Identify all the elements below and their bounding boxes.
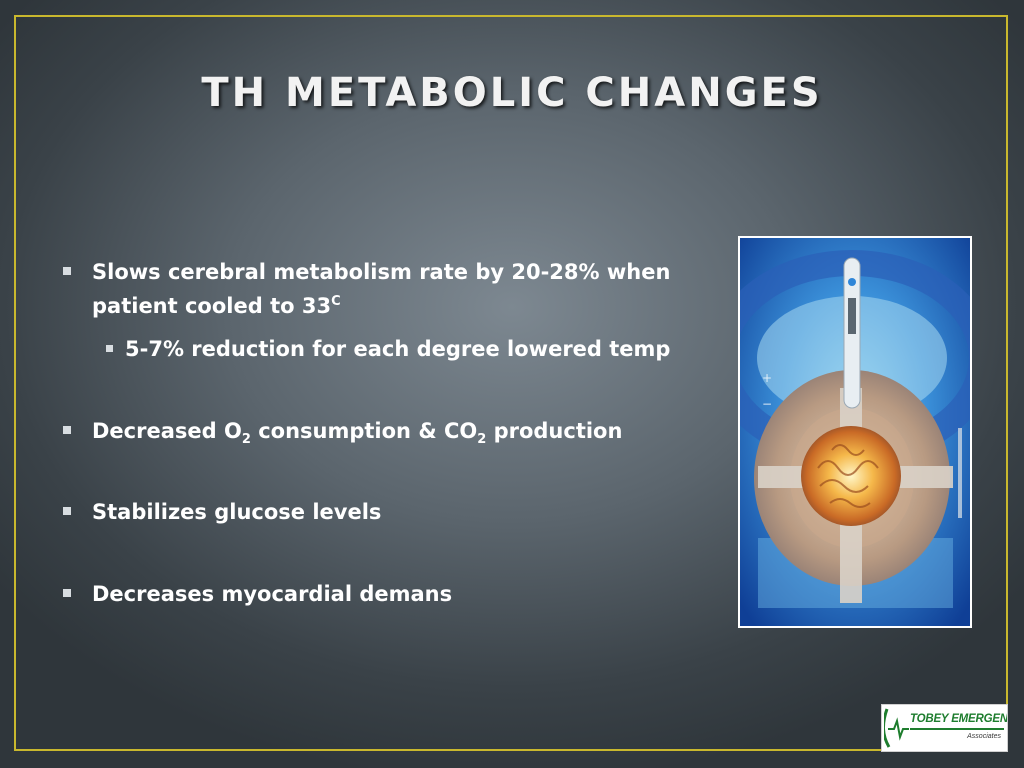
logo-subtitle: Associates: [967, 733, 1001, 740]
bullet-text: 5-7% reduction for each degree lowered t…: [125, 337, 671, 361]
slide-title: TH METABOLIC CHANGES: [201, 70, 823, 116]
bullet-item: Decreases myocardial demans: [60, 577, 700, 611]
square-bullet-icon: [63, 507, 71, 515]
tobey-emergency-logo: TOBEY EMERGENCY Associates: [881, 704, 1008, 752]
brain-thermometer-illustration-icon: + −: [738, 236, 972, 628]
logo-name: TOBEY EMERGENCY: [910, 713, 1008, 725]
square-bullet-icon: [63, 426, 71, 434]
svg-text:−: −: [762, 397, 772, 411]
sub-bullet-item: 5-7% reduction for each degree lowered t…: [60, 332, 700, 366]
logo-underline: [910, 728, 1004, 730]
square-bullet-icon: [63, 589, 71, 597]
bullet-text: Stabilizes glucose levels: [92, 500, 382, 524]
bullet-text: Decreases myocardial demans: [92, 582, 453, 606]
superscript-unit: C: [331, 294, 341, 309]
svg-text:+: +: [762, 371, 772, 385]
bullet-item: Slows cerebral metabolism rate by 20-28%…: [60, 255, 700, 323]
bullet-item: Decreased O2 consumption & CO2 productio…: [60, 414, 700, 448]
bullet-text: Decreased O2 consumption & CO2 productio…: [92, 419, 623, 448]
square-bullet-icon: [63, 267, 71, 275]
bullet-text: Slows cerebral metabolism rate by 20-28%…: [92, 260, 671, 318]
bullet-item: Stabilizes glucose levels: [60, 495, 700, 529]
square-bullet-icon: [106, 345, 113, 352]
heartbeat-icon: [884, 708, 909, 748]
